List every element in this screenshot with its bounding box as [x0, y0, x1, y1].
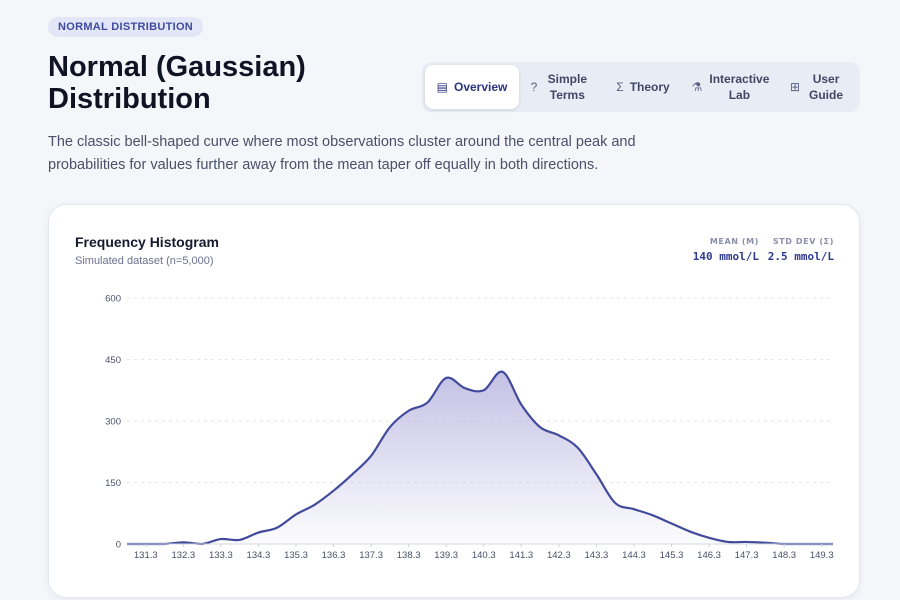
- mean-stat: MEAN (Μ) 140 mmol/L: [693, 237, 759, 263]
- tab-user-guide[interactable]: ⊞ User Guide: [779, 65, 857, 109]
- x-tick-label: 147.3: [735, 550, 759, 561]
- std-dev-stat: STD DEV (Σ) 2.5 mmol/L: [768, 237, 834, 263]
- category-badge: NORMAL DISTRIBUTION: [48, 17, 204, 37]
- x-tick-label: 148.3: [772, 550, 796, 561]
- tab-label: Overview: [453, 80, 508, 94]
- book-icon: ⊞: [789, 80, 801, 94]
- tab-bar: ▤ Overview ? Simple Terms Σ Theory ⚗ Int…: [422, 62, 860, 112]
- x-tick-label: 137.3: [359, 550, 383, 561]
- x-tick-label: 133.3: [209, 550, 233, 561]
- tab-label: Interactive Lab: [709, 72, 770, 102]
- y-tick-label: 600: [105, 294, 121, 305]
- tab-overview[interactable]: ▤ Overview: [425, 65, 519, 109]
- histogram-chart: 0 150 300 450 600 131.3 132.3 133.3 134.3 135.3 13…: [105, 294, 834, 562]
- x-tick-label: 132.3: [171, 550, 195, 561]
- tab-interactive-lab[interactable]: ⚗ Interactive Lab: [683, 65, 779, 109]
- x-tick-label: 145.3: [660, 550, 684, 561]
- page-title: Normal (Gaussian) Distribution: [48, 51, 306, 115]
- histogram-card: Frequency Histogram Simulated dataset (n…: [48, 204, 860, 598]
- tab-theory[interactable]: Σ Theory: [603, 65, 683, 109]
- x-tick-label: 146.3: [697, 550, 721, 561]
- x-tick-label: 131.3: [134, 550, 158, 561]
- x-tick-label: 135.3: [284, 550, 308, 561]
- x-tick-label: 140.3: [472, 550, 496, 561]
- tab-label: Simple Terms: [547, 72, 588, 102]
- distribution-line: [127, 370, 833, 546]
- y-tick-label: 0: [116, 540, 121, 551]
- flask-icon: ⚗: [691, 80, 703, 94]
- x-tick-label: 143.3: [585, 550, 609, 561]
- x-tick-label: 144.3: [622, 550, 646, 561]
- x-tick-label: 136.3: [322, 550, 346, 561]
- x-tick-label: 138.3: [397, 550, 421, 561]
- layout-icon: ▤: [436, 80, 448, 94]
- page-description: The classic bell-shaped curve where most…: [48, 134, 636, 173]
- x-tick-label: 134.3: [247, 550, 271, 561]
- help-circle-icon: ?: [530, 80, 538, 94]
- std-dev-label: STD DEV (Σ): [772, 237, 834, 246]
- mean-value: 140 mmol/L: [692, 250, 759, 263]
- card-title: Frequency Histogram: [75, 234, 219, 250]
- tab-label: Theory: [629, 80, 670, 94]
- mean-label: MEAN (Μ): [709, 237, 759, 246]
- x-tick-label: 139.3: [434, 550, 458, 561]
- tab-label: User Guide: [809, 72, 844, 102]
- tab-simple-terms[interactable]: ? Simple Terms: [519, 65, 603, 109]
- y-tick-label: 450: [105, 355, 121, 366]
- x-tick-label: 142.3: [547, 550, 571, 561]
- x-tick-label: 149.3: [810, 550, 834, 561]
- sigma-icon: Σ: [616, 80, 624, 94]
- y-tick-label: 150: [105, 478, 121, 489]
- y-tick-label: 300: [105, 417, 121, 428]
- distribution-area: [127, 371, 833, 544]
- std-dev-value: 2.5 mmol/L: [767, 250, 834, 263]
- card-subtitle: Simulated dataset (n=5,000): [75, 255, 214, 267]
- x-tick-label: 141.3: [509, 550, 533, 561]
